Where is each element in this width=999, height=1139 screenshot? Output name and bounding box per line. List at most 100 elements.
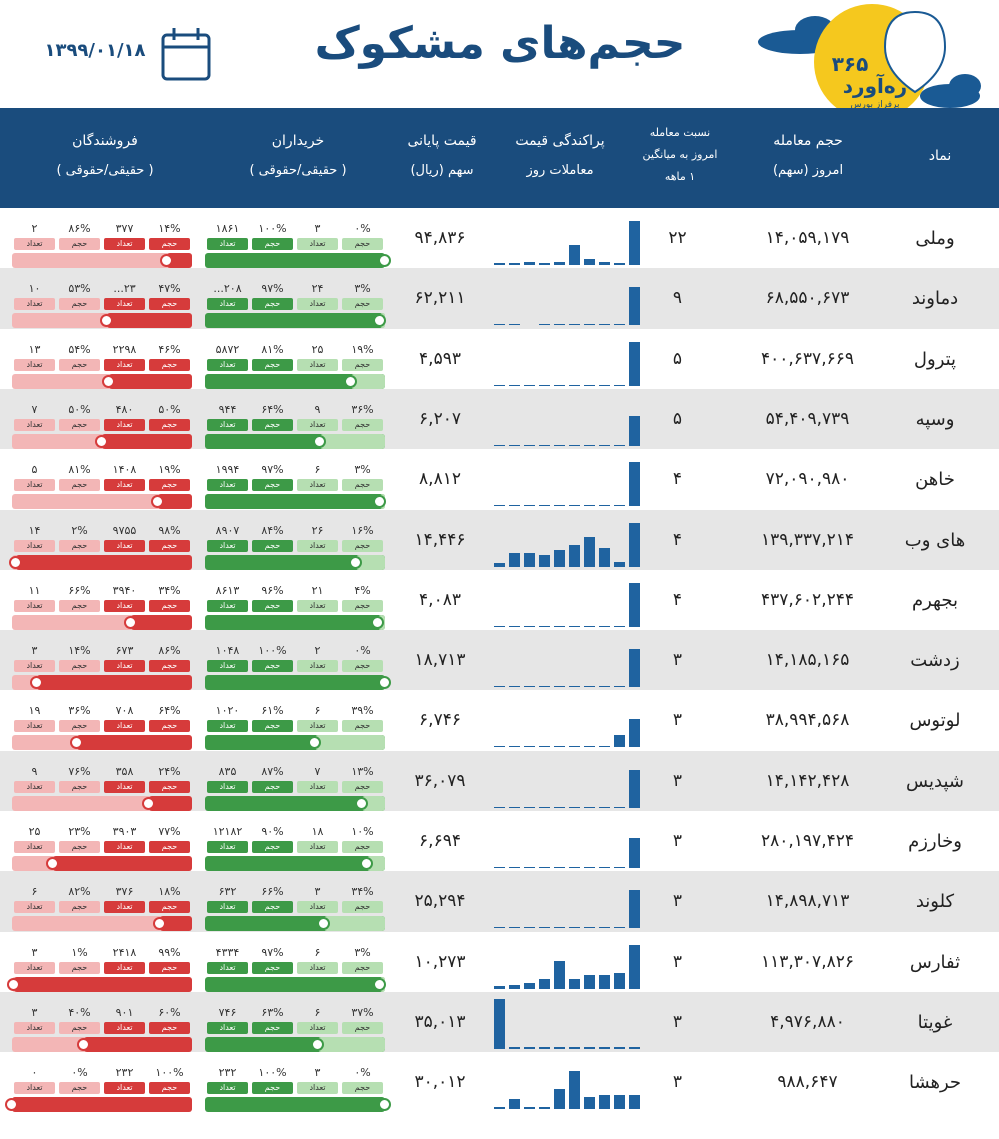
split-bar-share xyxy=(318,1036,385,1052)
cell-tag: حجم xyxy=(59,298,100,311)
cell-tag: حجم xyxy=(59,238,100,250)
dispersion-bar xyxy=(554,746,565,748)
dispersion-bar xyxy=(524,552,535,567)
split-icon xyxy=(6,977,20,991)
volume: ۱۱۳,۳۰۷,۸۲۶ xyxy=(761,951,854,972)
split-bar-rest xyxy=(205,554,385,570)
split-bar-share xyxy=(130,614,192,630)
split-bar-share xyxy=(12,1097,192,1113)
dispersion-bar xyxy=(554,625,565,627)
split-bar-rest xyxy=(205,976,385,992)
cell-value: ۸۱% xyxy=(261,342,284,356)
dispersion-bar xyxy=(539,806,550,808)
cell-value: ۱۳% xyxy=(351,764,374,778)
split-bar-share xyxy=(323,916,385,932)
dispersion-bar xyxy=(509,746,520,748)
cell-value: ۲۳... xyxy=(113,282,136,296)
dispersion-bar xyxy=(554,1046,565,1049)
cell-value: ۴۳۳۴ xyxy=(215,945,240,959)
cell-tag: حجم xyxy=(342,238,383,250)
volume: ۷۲,۰۹۰,۹۸۰ xyxy=(765,469,850,490)
cell-tag: حجم xyxy=(252,720,293,733)
cell-value: ۷۷% xyxy=(158,825,181,838)
cell-tag: حجم xyxy=(149,841,190,853)
cell-value: ۴۸۰ xyxy=(115,402,134,416)
cell-tag: حجم xyxy=(252,358,293,371)
cell-value: ۰% xyxy=(354,1066,371,1080)
dispersion-bar xyxy=(494,867,505,868)
split-bar-share xyxy=(361,795,385,811)
cell-tag: تعداد xyxy=(104,479,145,492)
split-icon xyxy=(95,434,108,448)
cell-tag: حجم xyxy=(252,961,293,974)
split-icon xyxy=(316,917,330,931)
cell-value: ۷۶% xyxy=(68,764,91,778)
dispersion-bar xyxy=(569,384,580,386)
dispersion-bar xyxy=(509,984,520,989)
dispersion-bar xyxy=(584,324,595,326)
dispersion-bar xyxy=(599,1095,610,1110)
cell-value: ۳۷۷ xyxy=(115,222,134,235)
cell-tag: حجم xyxy=(59,901,100,914)
cell-value: ۰% xyxy=(354,644,371,658)
dispersion-bar xyxy=(584,806,595,808)
cell-tag: تعداد xyxy=(297,1082,338,1095)
dispersion-bar xyxy=(524,625,535,627)
cell-tag: تعداد xyxy=(104,961,145,974)
cell-tag: تعداد xyxy=(104,418,145,431)
split-icon xyxy=(159,254,173,267)
cell-tag: تعداد xyxy=(104,238,145,250)
cell-value: ۲۴ xyxy=(311,282,324,296)
dispersion-bar xyxy=(554,384,565,386)
dispersion-bar xyxy=(614,625,625,627)
cell-value: ۶ xyxy=(31,885,38,899)
split-bar-share xyxy=(314,735,385,751)
cell-tag: حجم xyxy=(59,479,100,492)
dispersion-bar xyxy=(584,1097,595,1110)
ratio: ۳ xyxy=(672,650,683,671)
cell-value: ۶۶% xyxy=(261,885,284,899)
cell-tag: حجم xyxy=(342,901,383,914)
dispersion-bar xyxy=(494,746,505,748)
cell-value: ۹۹% xyxy=(158,945,181,959)
column-header: ( حقیقی/حقوقی ) xyxy=(56,163,154,178)
symbol: زدشت xyxy=(910,650,960,672)
dispersion-bar xyxy=(524,262,535,265)
dispersion-bar xyxy=(569,746,580,748)
price: ۲۵,۲۹۴ xyxy=(414,891,466,912)
ratio: ۳ xyxy=(672,1011,683,1032)
dispersion-bar xyxy=(614,806,625,808)
symbol: وملی xyxy=(915,228,955,249)
cell-value: ۶۷۳ xyxy=(115,644,134,658)
cell-tag: حجم xyxy=(342,841,383,853)
split-icon xyxy=(354,796,368,810)
dispersion-bar xyxy=(554,262,565,265)
dispersion-bar xyxy=(584,259,595,265)
dispersion-bar xyxy=(629,944,640,989)
cell-tag: حجم xyxy=(342,720,383,733)
split-bar-rest xyxy=(205,614,385,630)
cell-tag: حجم xyxy=(149,901,190,914)
cell-value: ۱۴% xyxy=(68,644,91,658)
cell-value: ۸۳۵ xyxy=(218,764,237,778)
dispersion-bar xyxy=(524,1046,535,1049)
cell-value: ۲۶ xyxy=(311,523,324,537)
dispersion-bar xyxy=(584,974,595,989)
split-icon xyxy=(343,374,357,388)
cell-value: ۳ xyxy=(314,885,321,899)
cell-value: ۳۴% xyxy=(158,583,181,597)
cell-tag: تعداد xyxy=(14,539,55,552)
cell-tag: حجم xyxy=(252,780,293,793)
cell-tag: حجم xyxy=(252,1021,293,1034)
dispersion-bar xyxy=(554,549,565,567)
cell-value: ۳۴% xyxy=(351,885,374,899)
cell-value: ۸۶% xyxy=(158,644,181,658)
dispersion-bar xyxy=(569,625,580,627)
cell-value: ۶۴% xyxy=(261,402,284,416)
volume: ۴۳۷,۶۰۲,۲۴۴ xyxy=(761,589,854,610)
dispersion-bar xyxy=(509,444,520,446)
dispersion-bar xyxy=(494,324,505,326)
cell-tag: حجم xyxy=(149,238,190,250)
dispersion-bar xyxy=(509,384,520,386)
symbol: کلوند xyxy=(915,891,955,913)
